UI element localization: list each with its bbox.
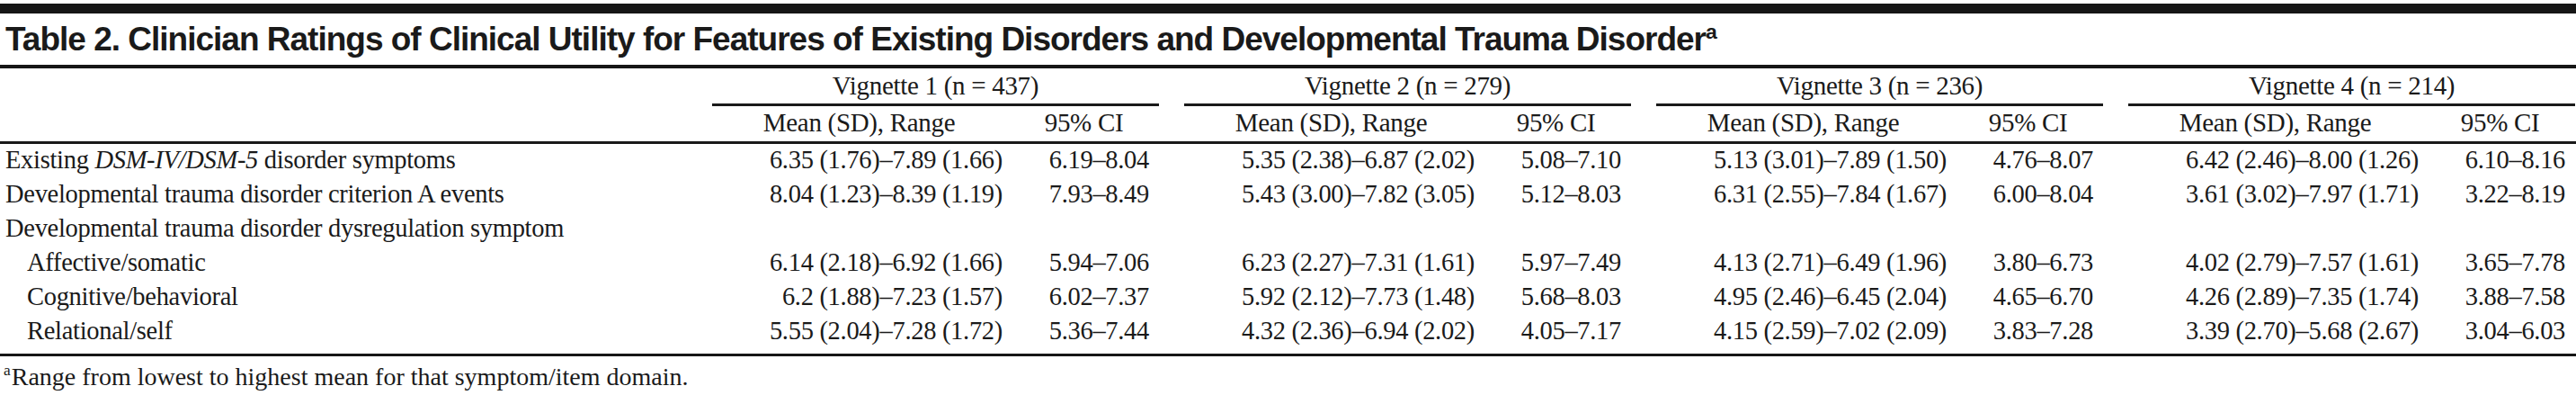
row-label-indented: Affective/somatic bbox=[0, 246, 688, 280]
ci-cell: 3.04–6.03 bbox=[2424, 314, 2576, 348]
mean-sd-range-cell: 5.35 (2.38)–6.87 (2.02) bbox=[1160, 143, 1480, 177]
footnote-text: Range from lowest to highest mean for th… bbox=[12, 363, 689, 391]
mean-sd-range-cell: 6.35 (1.76)–7.89 (1.66) bbox=[688, 143, 1008, 177]
mean-sd-range-cell: 5.55 (2.04)–7.28 (1.72) bbox=[688, 314, 1008, 348]
subheader-mean-v1: Mean (SD), Range bbox=[688, 107, 1008, 143]
vignette-1-label: Vignette 1 (n = 437) bbox=[712, 71, 1159, 106]
ci-cell: 6.02–7.37 bbox=[1008, 280, 1160, 314]
table-row-affective-somatic: Affective/somatic 6.14 (2.18)–6.92 (1.66… bbox=[0, 246, 2576, 280]
ci-cell: 6.19–8.04 bbox=[1008, 143, 1160, 177]
mean-sd-range-cell: 4.15 (2.59)–7.02 (2.09) bbox=[1632, 314, 1952, 348]
vignette-1-group-header: Vignette 1 (n = 437) bbox=[688, 68, 1160, 107]
clinician-ratings-table: Vignette 1 (n = 437) Vignette 2 (n = 279… bbox=[0, 68, 2576, 348]
table-row-cognitive-behavioral: Cognitive/behavioral 6.2 (1.88)–7.23 (1.… bbox=[0, 280, 2576, 314]
mean-sd-range-cell: 4.26 (2.89)–7.35 (1.74) bbox=[2104, 280, 2424, 314]
row-label-text: Existing bbox=[5, 146, 94, 174]
mean-sd-range-cell: 4.02 (2.79)–7.57 (1.61) bbox=[2104, 246, 2424, 280]
empty-header-cell bbox=[0, 68, 688, 107]
row-label-text: disorder symptoms bbox=[258, 146, 455, 174]
empty-cell bbox=[2104, 211, 2424, 246]
ci-cell: 3.65–7.78 bbox=[2424, 246, 2576, 280]
empty-cell bbox=[1160, 211, 1480, 246]
mean-sd-range-cell: 3.61 (3.02)–7.97 (1.71) bbox=[2104, 177, 2424, 211]
ci-cell: 3.80–6.73 bbox=[1952, 246, 2104, 280]
subheader-mean-v2: Mean (SD), Range bbox=[1160, 107, 1480, 143]
table-title-text: Table 2. Clinician Ratings of Clinical U… bbox=[5, 21, 1706, 58]
row-label-italic-text: DSM-IV/DSM-5 bbox=[94, 146, 258, 174]
empty-cell bbox=[2424, 211, 2576, 246]
ci-cell: 5.68–8.03 bbox=[1480, 280, 1632, 314]
subheader-ci-v3: 95% CI bbox=[1952, 107, 2104, 143]
subheader-ci-v1: 95% CI bbox=[1008, 107, 1160, 143]
table-title-superscript: a bbox=[1706, 20, 1716, 43]
empty-cell bbox=[1480, 211, 1632, 246]
mean-sd-range-cell: 3.39 (2.70)–5.68 (2.67) bbox=[2104, 314, 2424, 348]
footnote-marker: a bbox=[4, 362, 11, 379]
subheader-mean-v4: Mean (SD), Range bbox=[2104, 107, 2424, 143]
subheader-ci-v2: 95% CI bbox=[1480, 107, 1632, 143]
ci-cell: 7.93–8.49 bbox=[1008, 177, 1160, 211]
mean-sd-range-cell: 6.23 (2.27)–7.31 (1.61) bbox=[1160, 246, 1480, 280]
ci-cell: 5.94–7.06 bbox=[1008, 246, 1160, 280]
table-row-criterion-a-events: Developmental trauma disorder criterion … bbox=[0, 177, 2576, 211]
empty-cell bbox=[1952, 211, 2104, 246]
ci-cell: 5.36–7.44 bbox=[1008, 314, 1160, 348]
subheader-row: Mean (SD), Range 95% CI Mean (SD), Range… bbox=[0, 107, 2576, 143]
mean-sd-range-cell: 4.13 (2.71)–6.49 (1.96) bbox=[1632, 246, 1952, 280]
ci-cell: 3.22–8.19 bbox=[2424, 177, 2576, 211]
mean-sd-range-cell: 6.2 (1.88)–7.23 (1.57) bbox=[688, 280, 1008, 314]
vignette-3-group-header: Vignette 3 (n = 236) bbox=[1632, 68, 2104, 107]
table-row-dysregulation-section: Developmental trauma disorder dysregulat… bbox=[0, 211, 2576, 246]
table-footnote: aRange from lowest to highest mean for t… bbox=[0, 356, 2576, 395]
ci-cell: 5.97–7.49 bbox=[1480, 246, 1632, 280]
row-label-indented: Relational/self bbox=[0, 314, 688, 348]
ci-cell: 6.00–8.04 bbox=[1952, 177, 2104, 211]
top-thick-rule bbox=[0, 4, 2576, 13]
ci-cell: 4.76–8.07 bbox=[1952, 143, 2104, 177]
ci-cell: 3.83–7.28 bbox=[1952, 314, 2104, 348]
row-label-indented: Cognitive/behavioral bbox=[0, 280, 688, 314]
mean-sd-range-cell: 6.42 (2.46)–8.00 (1.26) bbox=[2104, 143, 2424, 177]
section-row-label: Developmental trauma disorder dysregulat… bbox=[0, 211, 688, 246]
vignette-2-group-header: Vignette 2 (n = 279) bbox=[1160, 68, 1632, 107]
vignette-2-label: Vignette 2 (n = 279) bbox=[1184, 71, 1631, 106]
empty-cell bbox=[688, 211, 1008, 246]
subheader-ci-v4: 95% CI bbox=[2424, 107, 2576, 143]
empty-subheader-cell bbox=[0, 107, 688, 143]
ci-cell: 4.05–7.17 bbox=[1480, 314, 1632, 348]
mean-sd-range-cell: 6.31 (2.55)–7.84 (1.67) bbox=[1632, 177, 1952, 211]
ci-cell: 6.10–8.16 bbox=[2424, 143, 2576, 177]
table-title: Table 2. Clinician Ratings of Clinical U… bbox=[0, 13, 2576, 65]
subheader-mean-v3: Mean (SD), Range bbox=[1632, 107, 1952, 143]
vignette-4-group-header: Vignette 4 (n = 214) bbox=[2104, 68, 2576, 107]
ci-cell: 3.88–7.58 bbox=[2424, 280, 2576, 314]
mean-sd-range-cell: 8.04 (1.23)–8.39 (1.19) bbox=[688, 177, 1008, 211]
row-label: Developmental trauma disorder criterion … bbox=[0, 177, 688, 211]
vignette-3-label: Vignette 3 (n = 236) bbox=[1656, 71, 2103, 106]
ci-cell: 5.08–7.10 bbox=[1480, 143, 1632, 177]
table-row-existing-dsm-symptoms: Existing DSM-IV/DSM-5 disorder symptoms … bbox=[0, 143, 2576, 177]
ci-cell: 4.65–6.70 bbox=[1952, 280, 2104, 314]
vignette-4-label: Vignette 4 (n = 214) bbox=[2128, 71, 2575, 106]
mean-sd-range-cell: 4.32 (2.36)–6.94 (2.02) bbox=[1160, 314, 1480, 348]
table-row-relational-self: Relational/self 5.55 (2.04)–7.28 (1.72) … bbox=[0, 314, 2576, 348]
mean-sd-range-cell: 5.92 (2.12)–7.73 (1.48) bbox=[1160, 280, 1480, 314]
mean-sd-range-cell: 6.14 (2.18)–6.92 (1.66) bbox=[688, 246, 1008, 280]
empty-cell bbox=[1632, 211, 1952, 246]
mean-sd-range-cell: 5.43 (3.00)–7.82 (3.05) bbox=[1160, 177, 1480, 211]
vignette-group-header-row: Vignette 1 (n = 437) Vignette 2 (n = 279… bbox=[0, 68, 2576, 107]
empty-cell bbox=[1008, 211, 1160, 246]
row-label: Existing DSM-IV/DSM-5 disorder symptoms bbox=[0, 143, 688, 177]
table-header: Vignette 1 (n = 437) Vignette 2 (n = 279… bbox=[0, 68, 2576, 143]
ci-cell: 5.12–8.03 bbox=[1480, 177, 1632, 211]
table-body: Existing DSM-IV/DSM-5 disorder symptoms … bbox=[0, 143, 2576, 348]
mean-sd-range-cell: 4.95 (2.46)–6.45 (2.04) bbox=[1632, 280, 1952, 314]
mean-sd-range-cell: 5.13 (3.01)–7.89 (1.50) bbox=[1632, 143, 1952, 177]
paper-table-figure: Table 2. Clinician Ratings of Clinical U… bbox=[0, 0, 2576, 395]
